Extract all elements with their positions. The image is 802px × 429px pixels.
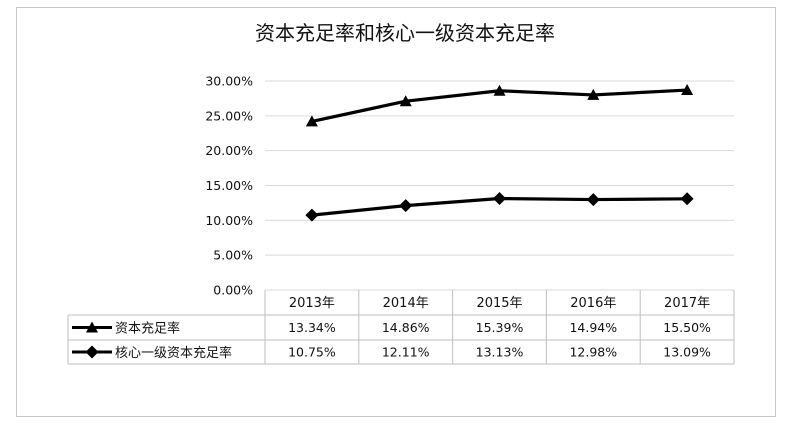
table-cell: 14.86% (382, 320, 430, 335)
data-point (305, 208, 319, 222)
gridlines (265, 80, 734, 291)
table-cell: 12.11% (382, 345, 430, 360)
table-cell: 12.98% (569, 345, 617, 360)
data-point (399, 199, 413, 213)
series-2 (305, 192, 694, 222)
table-cell: 15.39% (476, 320, 524, 335)
y-tick-label: 30.00% (205, 74, 253, 89)
y-axis-ticks: 0.00% 5.00% 10.00% 15.00% 20.00% 25.00% 30.00% (205, 74, 253, 298)
data-point (680, 192, 694, 206)
legend-label: 核心一级资本充足率 (115, 345, 232, 361)
data-point (587, 88, 600, 100)
data-point (399, 95, 412, 107)
series-layer (305, 84, 694, 222)
data-point (493, 192, 506, 206)
y-tick-label: 10.00% (205, 213, 253, 228)
x-tick-label: 2016年 (570, 296, 616, 311)
x-tick-label: 2015年 (476, 296, 522, 311)
y-tick-label: 20.00% (205, 143, 253, 158)
series-1 (305, 84, 694, 127)
data-point (305, 115, 318, 127)
chart-frame (16, 7, 776, 417)
table-cell: 13.13% (476, 345, 524, 360)
data-point (681, 84, 694, 96)
chart-title: 资本充足率和核心一级资本充足率 (255, 21, 555, 45)
y-tick-label: 0.00% (213, 283, 253, 298)
y-tick-label: 25.00% (205, 108, 253, 123)
legend-label: 资本充足率 (115, 321, 180, 337)
x-tick-label: 2017年 (664, 296, 710, 311)
table-cell: 15.50% (663, 320, 711, 335)
table-cell: 13.09% (663, 345, 711, 360)
table-cell: 14.94% (569, 320, 617, 335)
x-tick-label: 2014年 (383, 296, 429, 311)
data-point (586, 193, 600, 207)
table-cell: 13.34% (288, 320, 336, 335)
legend-marker (85, 345, 99, 359)
x-tick-label: 2013年 (289, 296, 335, 311)
legend-marker (86, 321, 98, 333)
table-cell: 10.75% (288, 345, 336, 360)
data-point (493, 84, 506, 96)
y-tick-label: 5.00% (213, 248, 253, 263)
y-tick-label: 15.00% (205, 178, 253, 193)
